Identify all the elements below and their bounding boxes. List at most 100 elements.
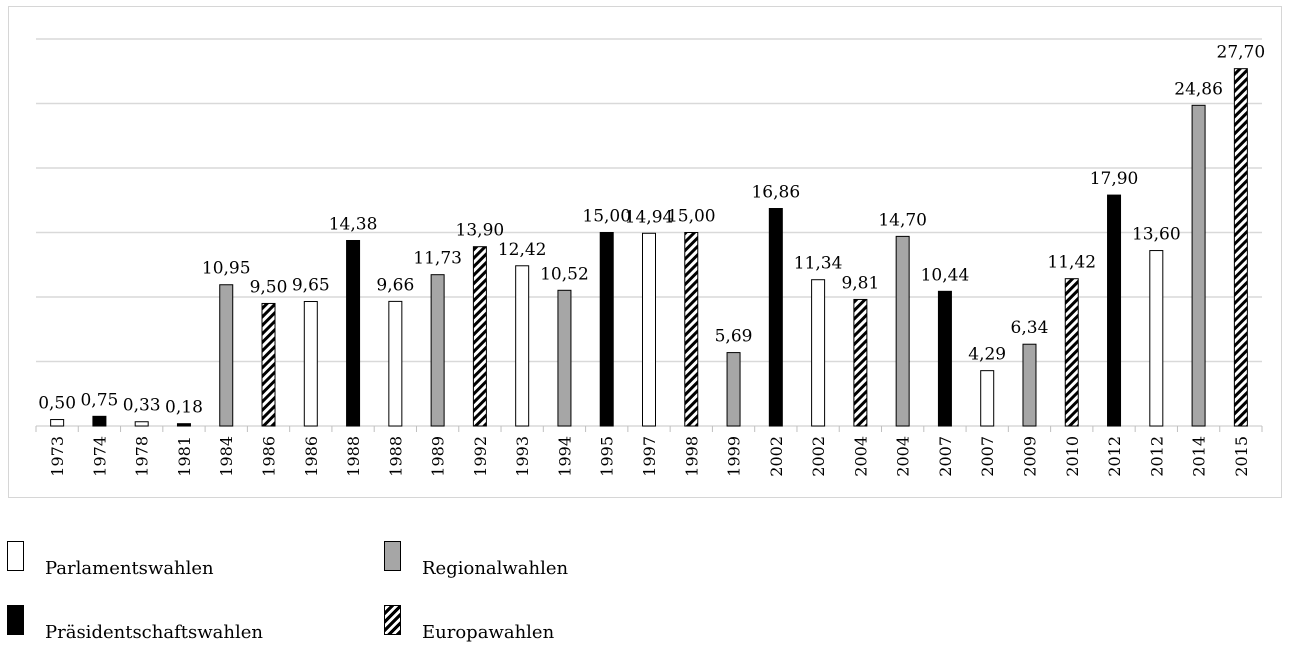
bar-europa	[261, 302, 276, 427]
bar-europa	[853, 298, 868, 427]
bar-praesident	[92, 415, 107, 427]
data-label: 0,18	[165, 398, 203, 418]
x-tick-label: 1993	[513, 436, 532, 477]
legend-label-europawahlen: Europawahlen	[422, 622, 555, 643]
bar-europa	[1064, 278, 1079, 427]
data-label: 9,65	[292, 276, 330, 296]
data-label: 27,70	[1217, 43, 1266, 63]
data-label: 5,69	[715, 327, 753, 347]
legend-item-europawahlen: Europawahlen	[384, 605, 554, 643]
legend-swatch-regionalwahlen	[384, 541, 401, 571]
bar-regional	[726, 352, 741, 427]
bar-regional	[895, 235, 910, 427]
bar-praesident	[599, 232, 614, 427]
bar-europa	[684, 232, 699, 427]
x-tick-label: 1981	[175, 436, 194, 477]
x-tick-label: 1999	[725, 436, 744, 477]
x-tick-label: 2004	[894, 436, 913, 477]
bar-parlament	[980, 370, 995, 427]
data-label: 9,50	[250, 277, 288, 297]
x-tick-label: 2012	[1105, 436, 1124, 477]
bar-parlament	[642, 232, 656, 427]
data-label: 17,90	[1090, 169, 1139, 189]
bar-europa	[472, 246, 487, 427]
bar-parlament	[303, 301, 318, 427]
data-label: 4,29	[968, 345, 1006, 365]
x-tick-label: 1984	[217, 436, 236, 477]
x-tick-label: 1988	[344, 436, 363, 477]
bar-praesident	[937, 290, 952, 427]
x-tick-label: 2002	[767, 436, 786, 477]
x-tick-label: 2007	[936, 436, 955, 477]
legend-swatch-praesidentschaftswahlen	[7, 605, 24, 635]
x-tick-label: 1974	[90, 436, 109, 477]
data-label: 14,94	[625, 207, 674, 227]
data-label: 15,00	[582, 207, 631, 227]
bar-regional	[1191, 104, 1206, 427]
data-label: 11,42	[1047, 253, 1096, 273]
x-tick-label: 1986	[260, 436, 279, 477]
legend-item-regionalwahlen: Regionalwahlen	[384, 541, 568, 579]
legend-item-praesidentschaftswahlen: Präsidentschaftswahlen	[7, 605, 263, 643]
data-label: 24,86	[1174, 79, 1223, 99]
x-tick-label: 2009	[1020, 436, 1039, 477]
data-label: 9,66	[376, 275, 414, 295]
x-tick-label: 2007	[978, 436, 997, 477]
bar-praesident	[768, 208, 783, 427]
bar-parlament	[388, 300, 403, 427]
x-tick-label: 1973	[48, 436, 67, 477]
x-tick-label: 2002	[809, 436, 828, 477]
x-tick-label: 1992	[471, 436, 490, 477]
bar-regional	[1022, 343, 1037, 427]
data-label: 0,50	[38, 394, 76, 414]
bar-parlament	[50, 419, 65, 427]
data-label: 11,73	[413, 249, 462, 269]
x-tick-label: 1978	[133, 436, 152, 477]
legend-swatch-parlamentswahlen	[7, 541, 24, 571]
data-label: 0,75	[80, 390, 118, 410]
bar-praesident	[1107, 194, 1122, 427]
bar-parlament	[1149, 250, 1164, 427]
data-label: 16,86	[751, 183, 800, 203]
x-tick-label: 2015	[1232, 436, 1251, 477]
x-tick-label: 1997	[640, 436, 659, 477]
x-tick-label: 1986	[302, 436, 321, 477]
legend-label-parlamentswahlen: Parlamentswahlen	[45, 558, 214, 579]
data-label: 6,34	[1011, 318, 1049, 338]
data-label: 10,95	[202, 259, 251, 279]
x-tick-label: 1994	[555, 436, 574, 477]
chart-frame	[8, 6, 1282, 498]
data-label: 11,34	[794, 254, 843, 274]
data-label: 10,44	[921, 265, 970, 285]
x-tick-label: 1998	[682, 436, 701, 477]
legend-swatch-europawahlen	[384, 605, 401, 635]
bar-parlament	[515, 265, 530, 427]
bar-parlament	[134, 421, 149, 427]
x-tick-label: 2004	[851, 436, 870, 477]
data-label: 0,33	[123, 396, 161, 416]
data-label: 13,90	[456, 221, 505, 241]
data-label: 13,60	[1132, 225, 1181, 245]
bar-parlament	[811, 279, 826, 427]
data-label: 12,42	[498, 240, 547, 260]
x-tick-label: 1988	[386, 436, 405, 477]
x-tick-label: 1995	[598, 436, 617, 477]
legend-label-regionalwahlen: Regionalwahlen	[422, 558, 569, 579]
data-label: 15,00	[667, 207, 716, 227]
bar-regional	[219, 284, 234, 427]
bar-regional	[430, 274, 445, 427]
x-tick-label: 2014	[1190, 436, 1209, 477]
legend-item-parlamentswahlen: Parlamentswahlen	[7, 541, 214, 579]
bar-praesident	[346, 239, 361, 427]
data-label: 14,38	[329, 214, 378, 234]
x-tick-label: 2010	[1063, 436, 1082, 477]
legend-label-praesidentschaftswahlen: Präsidentschaftswahlen	[45, 622, 263, 643]
data-label: 14,70	[878, 210, 927, 230]
bar-europa	[1233, 68, 1248, 427]
x-tick-label: 2012	[1147, 436, 1166, 477]
data-label: 10,52	[540, 264, 589, 284]
x-tick-label: 1989	[429, 436, 448, 477]
data-label: 9,81	[841, 273, 879, 293]
bar-regional	[557, 289, 572, 427]
